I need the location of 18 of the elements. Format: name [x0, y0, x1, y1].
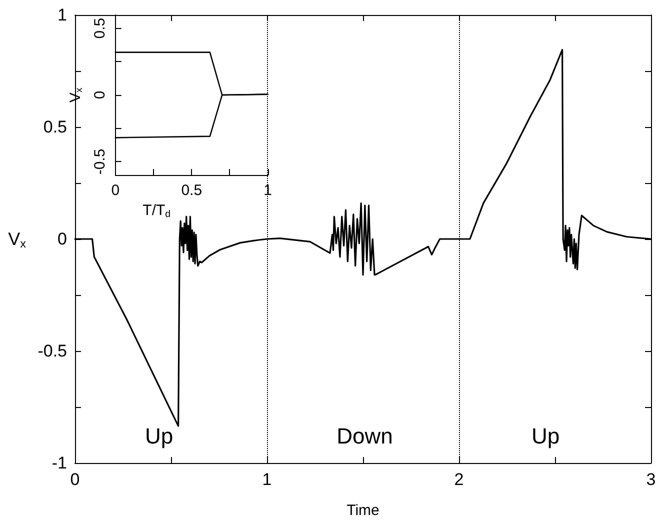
y-tick-label: 0.5	[43, 118, 67, 136]
y-tick-label: 1	[58, 6, 67, 24]
y-tick-label: -0.5	[91, 148, 108, 175]
y-tick-label: -0.5	[38, 342, 67, 360]
x-tick-label: 2	[454, 470, 464, 489]
y-tick-label: 0	[91, 90, 108, 100]
x-tick-label: 0.5	[181, 182, 202, 199]
y-tick-label: 0	[58, 230, 67, 248]
x-tick-label: 0	[111, 182, 120, 199]
x-axis-title: Time	[346, 502, 380, 519]
x-tick-label: 0	[70, 470, 80, 489]
x-tick-label: 1	[262, 470, 272, 489]
x-tick-label: 3	[646, 470, 656, 489]
y-tick-label: 0.5	[91, 18, 108, 39]
annotation: Up	[145, 424, 174, 449]
annotation: Up	[532, 424, 560, 449]
annotation: Down	[336, 424, 393, 449]
y-tick-label: -1	[52, 454, 67, 472]
